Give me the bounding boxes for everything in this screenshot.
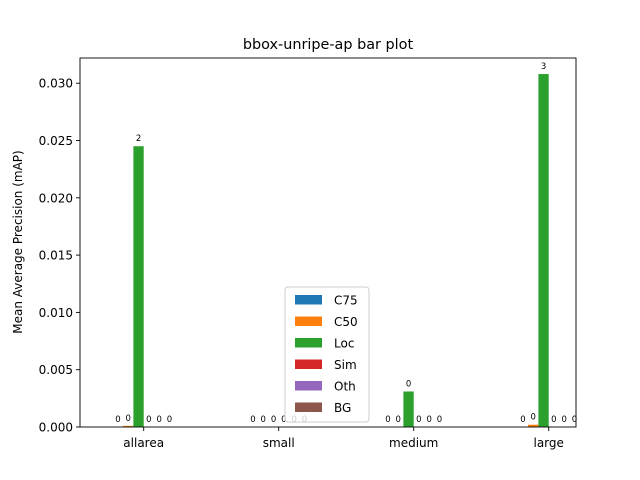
legend-label-oth: Oth: [334, 380, 356, 394]
chart-title: bbox-unripe-ap bar plot: [243, 37, 414, 53]
x-tick-label: large: [533, 436, 563, 450]
value-label-loc-small: 0: [271, 415, 276, 425]
value-label-oth-medium: 0: [426, 415, 431, 425]
value-label-c50-large: 0: [531, 413, 536, 423]
value-label-bg-large: 0: [572, 415, 577, 425]
y-tick-label: 0.015: [39, 249, 73, 263]
value-label-sim-allarea: 0: [146, 415, 151, 425]
value-label-c75-small: 0: [250, 415, 255, 425]
bars-group: [123, 74, 549, 427]
value-label-sim-large: 0: [551, 415, 556, 425]
y-tick-label: 0.025: [39, 134, 73, 148]
y-tick-label: 0.030: [39, 77, 73, 91]
value-label-sim-small: 0: [281, 415, 286, 425]
value-label-oth-allarea: 0: [156, 415, 161, 425]
value-label-oth-large: 0: [561, 415, 566, 425]
legend-swatch-oth: [295, 381, 322, 391]
y-tick-label: 0.020: [39, 191, 73, 205]
bar-c50-large: [528, 424, 539, 427]
legend-swatch-c50: [295, 316, 322, 326]
y-axis-label: Mean Average Precision (mAP): [11, 150, 25, 333]
legend-label-c75: C75: [334, 294, 358, 308]
x-tick-label: allarea: [123, 436, 164, 450]
legend-swatch-c75: [295, 295, 322, 305]
x-tick-label: small: [263, 436, 295, 450]
legend: C75 C50 Loc Sim Oth BG: [284, 286, 370, 423]
y-tick-label: 0.010: [39, 306, 73, 320]
legend-label-sim: Sim: [334, 358, 357, 372]
value-label-c50-small: 0: [261, 415, 266, 425]
value-label-c75-large: 0: [520, 415, 525, 425]
legend-swatch-sim: [295, 359, 322, 369]
legend-label-bg: BG: [334, 401, 351, 415]
x-axis: allarea small medium large: [123, 427, 564, 450]
bar-loc-large: [538, 74, 549, 427]
value-label-bg-allarea: 0: [167, 415, 172, 425]
bar-loc-allarea: [133, 146, 144, 427]
value-label-loc-allarea: 2: [136, 134, 141, 144]
value-label-c50-medium: 0: [396, 415, 401, 425]
legend-swatch-loc: [295, 338, 322, 348]
value-label-bg-medium: 0: [437, 415, 442, 425]
value-label-loc-medium: 0: [406, 379, 411, 389]
plot-frame: [79, 57, 577, 428]
legend-label-c50: C50: [334, 315, 358, 329]
y-tick-label: 0.000: [39, 421, 73, 435]
x-tick-label: medium: [389, 436, 438, 450]
value-label-c75-medium: 0: [385, 415, 390, 425]
value-label-sim-medium: 0: [416, 415, 421, 425]
value-label-loc-large: 3: [541, 62, 546, 72]
value-label-c75-allarea: 0: [115, 415, 120, 425]
bar-loc-medium: [403, 391, 414, 427]
value-label-c50-allarea: 0: [126, 414, 131, 424]
bar-c50-allarea: [123, 425, 134, 427]
y-axis: 0.000 0.005 0.010 0.015 0.020 0.025 0.030: [39, 77, 80, 435]
legend-label-loc: Loc: [334, 337, 354, 351]
legend-swatch-bg: [295, 402, 322, 412]
y-tick-label: 0.005: [39, 363, 73, 377]
